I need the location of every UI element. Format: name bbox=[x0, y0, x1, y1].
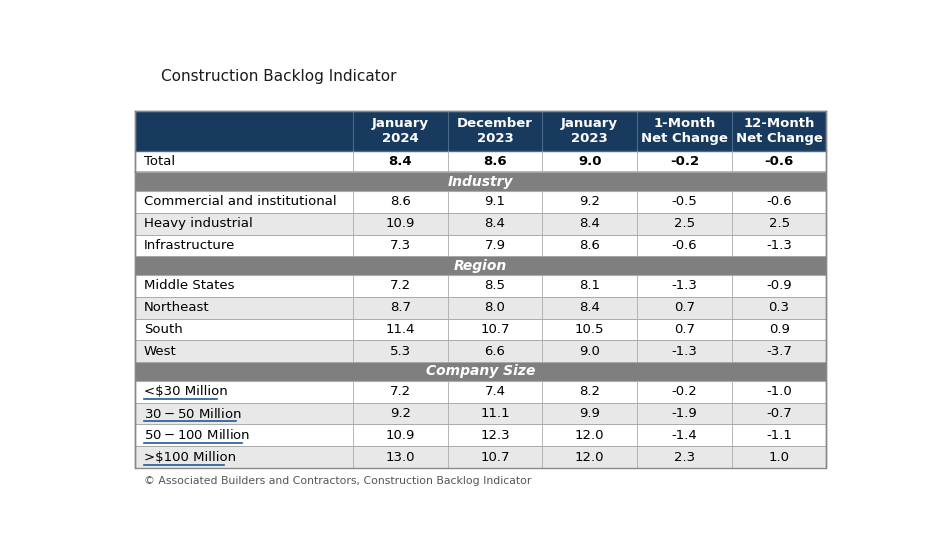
Text: Infrastructure: Infrastructure bbox=[144, 239, 235, 252]
Text: 5.3: 5.3 bbox=[389, 345, 411, 358]
Text: Heavy industrial: Heavy industrial bbox=[144, 217, 253, 230]
Text: -0.6: -0.6 bbox=[671, 239, 697, 252]
Text: January
2023: January 2023 bbox=[562, 117, 618, 145]
Text: Total: Total bbox=[144, 155, 175, 168]
Text: 10.9: 10.9 bbox=[386, 429, 415, 442]
Text: -0.5: -0.5 bbox=[671, 196, 697, 208]
Text: 12-Month
Net Change: 12-Month Net Change bbox=[736, 117, 823, 145]
Text: -0.6: -0.6 bbox=[765, 155, 794, 168]
Text: 10.7: 10.7 bbox=[480, 323, 510, 336]
Text: Construction Backlog Indicator: Construction Backlog Indicator bbox=[161, 69, 396, 84]
Text: -1.4: -1.4 bbox=[671, 429, 697, 442]
Text: 1-Month
Net Change: 1-Month Net Change bbox=[641, 117, 728, 145]
Text: 8.5: 8.5 bbox=[485, 279, 505, 293]
Text: 8.1: 8.1 bbox=[579, 279, 600, 293]
Text: January
2024: January 2024 bbox=[372, 117, 429, 145]
Text: 8.6: 8.6 bbox=[579, 239, 600, 252]
Text: -1.0: -1.0 bbox=[767, 385, 792, 398]
Text: -1.9: -1.9 bbox=[671, 407, 697, 420]
Text: Industry: Industry bbox=[448, 175, 514, 189]
Text: 10.7: 10.7 bbox=[480, 450, 510, 464]
Bar bbox=[135, 234, 826, 257]
Text: 7.9: 7.9 bbox=[485, 239, 505, 252]
Bar bbox=[135, 111, 826, 151]
Text: 8.2: 8.2 bbox=[579, 385, 600, 398]
Text: Middle States: Middle States bbox=[144, 279, 234, 293]
Text: 0.7: 0.7 bbox=[674, 301, 695, 314]
Text: 2.5: 2.5 bbox=[768, 217, 790, 230]
Bar bbox=[135, 257, 826, 275]
Text: 9.9: 9.9 bbox=[579, 407, 600, 420]
Text: 13.0: 13.0 bbox=[386, 450, 415, 464]
Text: 8.4: 8.4 bbox=[388, 155, 412, 168]
Text: 1.0: 1.0 bbox=[768, 450, 790, 464]
Text: 12.0: 12.0 bbox=[575, 429, 605, 442]
Bar bbox=[135, 340, 826, 362]
Text: 8.0: 8.0 bbox=[485, 301, 505, 314]
Text: 12.0: 12.0 bbox=[575, 450, 605, 464]
Text: 8.4: 8.4 bbox=[485, 217, 505, 230]
Text: 8.4: 8.4 bbox=[579, 217, 600, 230]
Text: Region: Region bbox=[454, 259, 507, 273]
Text: -0.2: -0.2 bbox=[670, 155, 699, 168]
Text: 2.5: 2.5 bbox=[674, 217, 695, 230]
Bar bbox=[135, 297, 826, 319]
Text: 9.2: 9.2 bbox=[579, 196, 600, 208]
Text: West: West bbox=[144, 345, 177, 358]
Text: $30-$50 Million: $30-$50 Million bbox=[144, 407, 241, 420]
Text: 7.4: 7.4 bbox=[485, 385, 505, 398]
Bar bbox=[135, 446, 826, 468]
Text: 7.2: 7.2 bbox=[389, 385, 411, 398]
Text: $50-$100 Million: $50-$100 Million bbox=[144, 428, 250, 442]
Text: >$100 Million: >$100 Million bbox=[144, 450, 236, 464]
Text: 7.2: 7.2 bbox=[389, 279, 411, 293]
Bar bbox=[135, 151, 826, 172]
Bar bbox=[135, 362, 826, 381]
Bar bbox=[135, 424, 826, 446]
Bar bbox=[135, 403, 826, 424]
Text: South: South bbox=[144, 323, 183, 336]
Text: 9.0: 9.0 bbox=[578, 155, 602, 168]
Text: 11.4: 11.4 bbox=[386, 323, 415, 336]
Text: 7.3: 7.3 bbox=[389, 239, 411, 252]
Bar bbox=[135, 213, 826, 234]
Text: -1.3: -1.3 bbox=[767, 239, 792, 252]
Bar bbox=[135, 275, 826, 297]
Text: -0.9: -0.9 bbox=[767, 279, 792, 293]
Text: 8.4: 8.4 bbox=[579, 301, 600, 314]
Text: Commercial and institutional: Commercial and institutional bbox=[144, 196, 336, 208]
Text: -1.3: -1.3 bbox=[671, 345, 697, 358]
Text: 0.3: 0.3 bbox=[768, 301, 790, 314]
Text: 8.6: 8.6 bbox=[389, 196, 411, 208]
Text: 0.9: 0.9 bbox=[768, 323, 790, 336]
Text: -1.1: -1.1 bbox=[767, 429, 792, 442]
Text: 2.3: 2.3 bbox=[674, 450, 695, 464]
Text: 9.0: 9.0 bbox=[579, 345, 600, 358]
Text: © Associated Builders and Contractors, Construction Backlog Indicator: © Associated Builders and Contractors, C… bbox=[144, 475, 532, 485]
Text: Company Size: Company Size bbox=[426, 365, 535, 378]
Text: -1.3: -1.3 bbox=[671, 279, 697, 293]
Bar bbox=[135, 319, 826, 340]
Text: -3.7: -3.7 bbox=[767, 345, 792, 358]
Bar bbox=[135, 191, 826, 213]
Text: 9.1: 9.1 bbox=[485, 196, 505, 208]
Text: 9.2: 9.2 bbox=[389, 407, 411, 420]
Bar bbox=[135, 381, 826, 403]
Text: -0.2: -0.2 bbox=[671, 385, 697, 398]
Text: 10.9: 10.9 bbox=[386, 217, 415, 230]
Text: -0.7: -0.7 bbox=[767, 407, 792, 420]
Text: -0.6: -0.6 bbox=[767, 196, 792, 208]
Text: Northeast: Northeast bbox=[144, 301, 210, 314]
Text: <$30 Million: <$30 Million bbox=[144, 385, 227, 398]
Bar bbox=[135, 111, 826, 468]
Text: 8.6: 8.6 bbox=[483, 155, 506, 168]
Text: 0.7: 0.7 bbox=[674, 323, 695, 336]
Text: 6.6: 6.6 bbox=[485, 345, 505, 358]
Text: 8.7: 8.7 bbox=[389, 301, 411, 314]
Text: 11.1: 11.1 bbox=[480, 407, 510, 420]
Bar bbox=[135, 172, 826, 191]
Text: 12.3: 12.3 bbox=[480, 429, 510, 442]
Text: 10.5: 10.5 bbox=[575, 323, 605, 336]
Text: December
2023: December 2023 bbox=[457, 117, 533, 145]
